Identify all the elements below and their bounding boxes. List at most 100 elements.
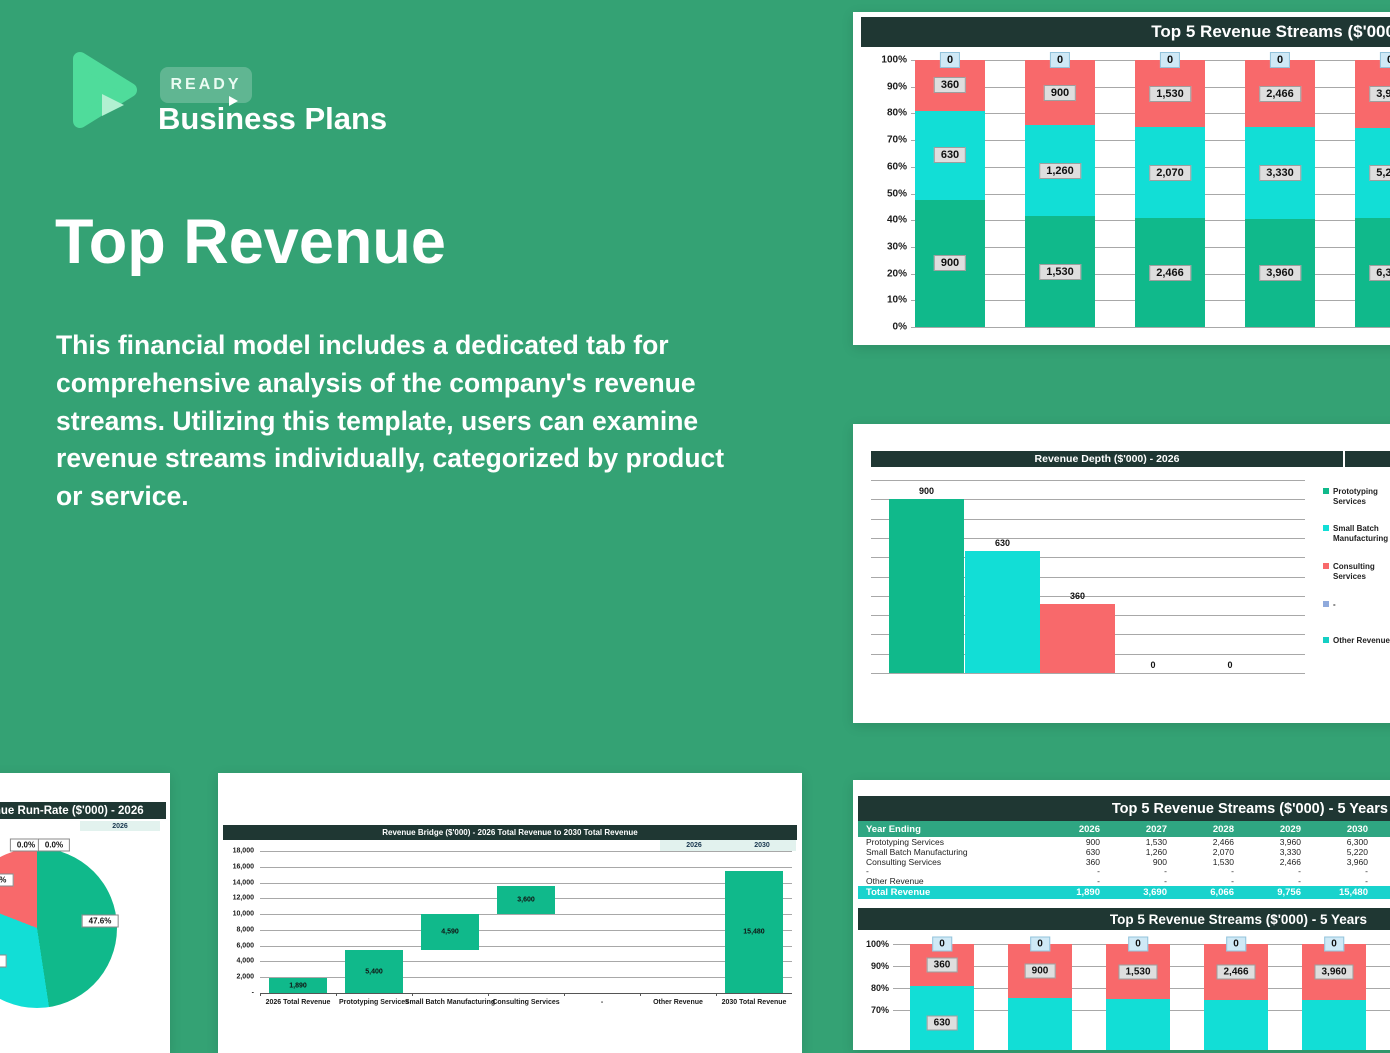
y-axis-tick: 2,000	[236, 973, 254, 981]
y-axis-tick: 60%	[886, 161, 907, 173]
year-filter-label: 2026	[686, 842, 702, 849]
zero-value-label: 0	[1379, 52, 1390, 68]
legend-item: Other Revenue	[1323, 636, 1390, 646]
table-cell: -	[1231, 876, 1234, 887]
table-cell: 9,756	[1277, 887, 1301, 898]
grid-line	[871, 673, 1305, 674]
value-label: 3,600	[517, 896, 535, 904]
table-cell: 630	[1085, 846, 1100, 857]
y-axis-tick: -	[251, 989, 254, 997]
bar-segment	[965, 551, 1040, 673]
x-axis-label: 2030 Total Revenue	[721, 999, 787, 1006]
bar-segment	[345, 950, 403, 993]
table-cell: 2,466	[1279, 856, 1301, 867]
grid-line	[260, 961, 792, 963]
y-axis-tick: 80%	[870, 983, 889, 993]
y-axis-tick: 4,000	[236, 957, 254, 965]
grid-line	[260, 851, 792, 852]
value-label: 2,070	[1149, 164, 1191, 181]
zero-value-label: 0	[1226, 936, 1246, 952]
table-title-bar: Top 5 Revenue Streams ($'000) - 5 Years	[858, 796, 1390, 821]
legend-swatch	[1323, 488, 1329, 494]
x-axis-label: Consulting Services	[492, 999, 560, 1006]
y-axis-tick: 8,000	[236, 926, 254, 934]
table-row: Other Revenue - - - - -	[858, 876, 1390, 886]
table-cell: 2,466	[1212, 836, 1234, 847]
value-label: 4,590	[441, 928, 459, 936]
chart-title-bar: Revenue Bridge ($'000) - 2026 Total Reve…	[223, 825, 797, 840]
y-axis-tick: 90%	[870, 961, 889, 971]
value-label: 1,260	[1039, 162, 1081, 179]
table-header-cell: 2030	[1346, 823, 1368, 835]
value-label: 900	[1043, 84, 1077, 101]
zero-value-label: 0	[1128, 936, 1148, 952]
grid-line	[871, 480, 1305, 481]
legend-swatch	[1323, 637, 1329, 643]
y-axis-tick: 12,000	[232, 894, 254, 902]
value-label: 630	[933, 147, 967, 164]
table-cell: -	[866, 866, 869, 877]
y-axis-tick: 90%	[886, 81, 907, 93]
logo-play-icon	[73, 52, 137, 128]
table-header-cell: 2027	[1145, 823, 1167, 835]
table-cell: -	[1298, 866, 1301, 877]
chart-title-bar: Top 5 Revenue Streams ($'000) - 5 Years	[861, 17, 1390, 47]
chart-title: Revenue Depth ($'000) - 2026	[1034, 453, 1180, 465]
table-cell: 900	[1085, 836, 1100, 847]
grid-line	[260, 866, 792, 868]
table-cell: -	[1365, 866, 1368, 877]
table-cell: -	[1231, 866, 1234, 877]
value-label: 900	[933, 255, 967, 272]
table-cell: -	[1097, 876, 1100, 887]
legend-label: Consulting Services	[1333, 562, 1375, 581]
year-filter-cell: 2026	[80, 821, 160, 831]
brand-logo: READY Business Plans	[0, 0, 460, 160]
bar-segment	[889, 499, 964, 673]
y-axis-tick: 14,000	[232, 879, 254, 887]
legend-swatch	[1323, 525, 1329, 531]
card-revenue-streams-table: Top 5 Revenue Streams ($'000) - 5 Years …	[853, 780, 1390, 1050]
chart-title: Top 5 Revenue Streams ($'000) - 5 Years	[1109, 911, 1367, 927]
table-cell: -	[1164, 866, 1167, 877]
table-cell: 3,690	[1143, 887, 1167, 898]
value-label: 1,530	[1039, 263, 1081, 280]
value-label: 360	[933, 77, 967, 94]
bar-segment	[269, 978, 327, 993]
value-label: 360	[926, 957, 958, 973]
value-label: 15,480	[743, 928, 765, 936]
value-label: 3,960	[1314, 964, 1354, 980]
bar-segment	[421, 914, 479, 951]
x-axis-line	[260, 993, 792, 994]
y-axis-tick: 0%	[892, 321, 907, 333]
card-run-rate-pie-chart: Revenue Run-Rate ($'000) - 2026 2026 0.0…	[0, 773, 170, 1053]
table-cell: Total Revenue	[866, 887, 931, 898]
y-axis-tick: 70%	[870, 1005, 889, 1015]
table-cell: -	[1365, 876, 1368, 887]
grid-line	[260, 929, 792, 931]
pie	[0, 848, 117, 1008]
x-axis-tick	[640, 993, 641, 996]
value-label: 2,466	[1216, 964, 1256, 980]
table-header-cell: 2026	[1078, 823, 1100, 835]
year-filter-label: 2026	[112, 822, 128, 830]
zero-value-label: 0	[939, 52, 961, 68]
chart-title: Revenue Bridge ($'000) - 2026 Total Reve…	[382, 828, 638, 837]
value-label: 3,330	[1259, 165, 1301, 182]
value-label: 630	[926, 1015, 958, 1031]
value-label: 0	[1150, 660, 1156, 670]
grid-line	[871, 499, 1305, 501]
pie-label: 19.0%	[0, 873, 14, 887]
zero-value-label: 0	[1049, 52, 1071, 68]
chart-title-bar: Revenue Run-Rate ($'000) - 2026	[0, 802, 166, 819]
table-cell: 15,480	[1338, 887, 1368, 898]
table-cell: 900	[1152, 856, 1167, 867]
chart-title: Revenue Run-Rate ($'000) - 2026	[0, 804, 144, 817]
x-axis-tick	[412, 993, 413, 996]
value-label: 1,530	[1118, 964, 1158, 980]
table-cell: 1,530	[1212, 856, 1234, 867]
brand-name: Business Plans	[158, 101, 388, 136]
x-axis-label: 2026 Total Revenue	[265, 999, 331, 1006]
x-axis-tick	[488, 993, 489, 996]
bar-segment	[1008, 997, 1072, 1050]
